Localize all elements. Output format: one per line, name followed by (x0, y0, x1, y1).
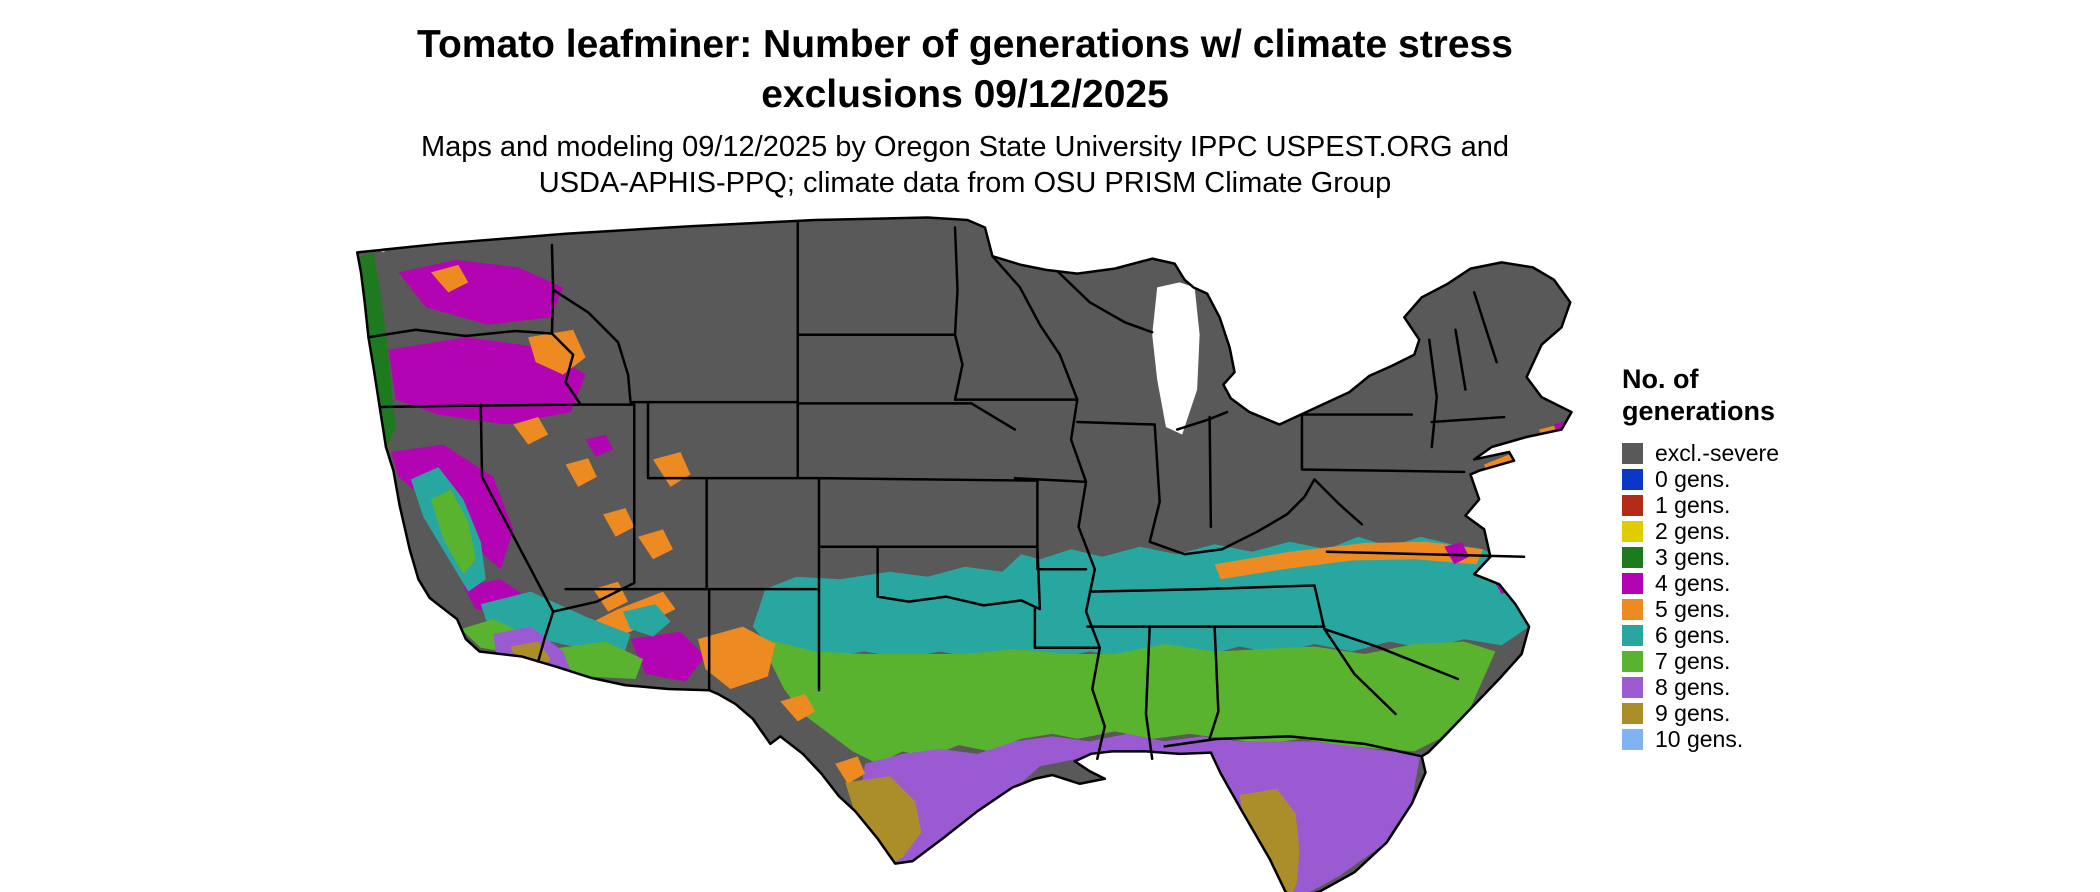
legend-label: 2 gens. (1655, 518, 1731, 545)
map-region-9-gens-nw-speck (395, 229, 416, 248)
legend-label: 1 gens. (1655, 492, 1731, 519)
legend-item: 1 gens. (1622, 493, 1952, 519)
map-region-9-gens-south-texas (845, 776, 922, 863)
legend-swatch (1622, 521, 1643, 543)
map-region-6-gens-band (752, 536, 1530, 660)
legend-label: 9 gens. (1655, 700, 1731, 727)
map-title-line1: Tomato leafminer: Number of generations … (417, 23, 1513, 66)
legend-item: 10 gens. (1622, 727, 1952, 753)
us-generations-map (355, 216, 1573, 892)
legend-swatch (1622, 573, 1643, 595)
us-outline (355, 216, 1573, 892)
legend-swatch (1622, 599, 1643, 621)
legend-item: excl.-severe (1622, 441, 1952, 467)
map-region-5-gens-east (1214, 425, 1558, 580)
map-title: Tomato leafminer: Number of generations … (190, 20, 1740, 120)
header: Tomato leafminer: Number of generations … (190, 20, 1740, 202)
legend: No. of generations excl.-severe 0 gens. … (1622, 364, 1952, 753)
legend-swatch (1622, 495, 1643, 517)
legend-item: 9 gens. (1622, 701, 1952, 727)
map-subtitle-line1: Maps and modeling 09/12/2025 by Oregon S… (420, 130, 1510, 163)
legend-item: 4 gens. (1622, 571, 1952, 597)
legend-swatch (1622, 729, 1643, 751)
map-region-8-gens-gulf-florida (858, 733, 1421, 892)
legend-label: 8 gens. (1655, 674, 1731, 701)
legend-label: excl.-severe (1655, 440, 1779, 467)
legend-label: 3 gens. (1655, 544, 1731, 571)
legend-label: 4 gens. (1655, 570, 1731, 597)
legend-swatch (1622, 677, 1643, 699)
legend-swatch (1622, 547, 1643, 569)
legend-item: 3 gens. (1622, 545, 1952, 571)
legend-title-line2: generations (1622, 395, 1776, 426)
legend-swatch (1622, 443, 1643, 465)
map-title-line2: exclusions 09/12/2025 (761, 72, 1169, 116)
lake-michigan (1152, 282, 1200, 435)
map-region-3-gens-pnw-coast (358, 252, 396, 447)
legend-item: 5 gens. (1622, 597, 1952, 623)
legend-title: No. of generations (1622, 364, 1952, 428)
map-region-7-gens-west (430, 489, 644, 679)
map-region-5-gens-west (430, 264, 866, 784)
legend-label: 6 gens. (1655, 622, 1731, 649)
legend-swatch (1622, 469, 1643, 491)
legend-label: 7 gens. (1655, 648, 1731, 675)
map-region-9-gens-south-florida (1239, 788, 1300, 892)
map-subtitle: Maps and modeling 09/12/2025 by Oregon S… (190, 130, 1740, 202)
map-subtitle-line2: USDA-APHIS-PPQ; climate data from OSU PR… (538, 166, 1392, 199)
legend-item: 7 gens. (1622, 649, 1952, 675)
legend-item: 0 gens. (1622, 467, 1952, 493)
legend-items: excl.-severe 0 gens. 1 gens. 2 gens. 3 g… (1622, 441, 1952, 753)
legend-swatch (1622, 651, 1643, 673)
map-colored-regions (358, 229, 1571, 892)
legend-title-line1: No. of (1622, 364, 1699, 394)
legend-label: 5 gens. (1655, 596, 1731, 623)
legend-item: 8 gens. (1622, 675, 1952, 701)
legend-swatch (1622, 703, 1643, 725)
map-region-4-gens-west (388, 259, 706, 682)
state-borders (367, 221, 1526, 761)
legend-item: 6 gens. (1622, 623, 1952, 649)
us-map-image (341, 215, 1589, 892)
legend-label: 0 gens. (1655, 466, 1731, 493)
map-region-7-gens-band (765, 639, 1496, 764)
legend-item: 2 gens. (1622, 519, 1952, 545)
legend-swatch (1622, 625, 1643, 647)
legend-label: 10 gens. (1655, 726, 1744, 753)
